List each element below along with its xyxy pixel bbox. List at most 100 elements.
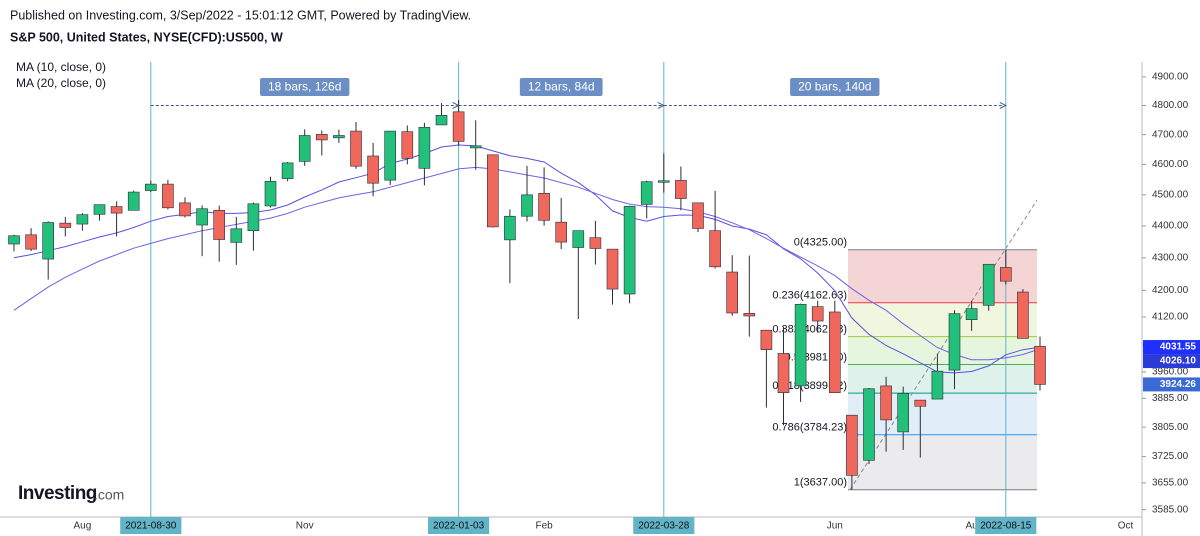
date-marker-box bbox=[975, 517, 1037, 534]
price-label-box bbox=[1143, 340, 1200, 355]
candle-body bbox=[93, 204, 106, 215]
date-marker-label: 2022-01-03 bbox=[433, 521, 485, 532]
candle-body bbox=[794, 303, 807, 387]
candle-body bbox=[230, 228, 243, 243]
candle-body bbox=[384, 130, 397, 181]
date-marker-box bbox=[120, 517, 182, 534]
fib-band bbox=[848, 302, 1037, 337]
candle-body bbox=[897, 393, 910, 433]
y-tick-label: 4900.00 bbox=[1152, 72, 1189, 83]
candle-body bbox=[504, 215, 516, 241]
candle-body bbox=[743, 313, 756, 317]
candle-body bbox=[692, 202, 704, 229]
candle-body bbox=[179, 202, 191, 217]
symbol-title: S&P 500, United States, NYSE(CFD):US500,… bbox=[10, 30, 283, 44]
candle-body bbox=[59, 222, 72, 228]
y-tick-label: 4600.00 bbox=[1152, 159, 1189, 170]
published-note: Published on Investing.com, 3/Sep/2022 -… bbox=[10, 8, 471, 22]
candle-body bbox=[555, 221, 568, 243]
legend-entry: MA (10, close, 0) bbox=[16, 60, 106, 74]
x-tick-label: Nov bbox=[296, 521, 314, 532]
candle-body bbox=[640, 181, 653, 205]
price-label: 3924.26 bbox=[1160, 379, 1197, 390]
price-label: 4026.10 bbox=[1160, 356, 1197, 367]
candle-body bbox=[264, 181, 277, 207]
legend-entry: MA (20, close, 0) bbox=[16, 76, 106, 90]
candle-body bbox=[623, 205, 636, 295]
date-marker-label: 2021-08-30 bbox=[125, 521, 177, 532]
candle-body bbox=[726, 271, 739, 314]
fib-level-label: 0.382(4062.18) bbox=[772, 323, 847, 335]
y-tick-label: 4400.00 bbox=[1152, 221, 1189, 232]
candle-body bbox=[521, 194, 533, 217]
candle-body bbox=[110, 206, 123, 214]
candle-body bbox=[8, 235, 20, 245]
candle-body bbox=[145, 183, 157, 191]
x-tick-label: Au bbox=[965, 521, 977, 532]
candle-body bbox=[982, 263, 995, 306]
candle-body bbox=[298, 135, 311, 162]
range-label-box bbox=[260, 78, 350, 96]
range-arrowhead bbox=[999, 102, 1007, 109]
candle-body bbox=[247, 203, 260, 231]
y-tick-label: 3805.00 bbox=[1152, 422, 1189, 433]
date-marker-label: 2022-03-28 bbox=[638, 521, 690, 532]
y-tick-label: 4700.00 bbox=[1152, 129, 1189, 140]
candle-body bbox=[333, 135, 345, 139]
candle-body bbox=[213, 210, 225, 240]
candle-body bbox=[606, 248, 619, 290]
y-tick-label: 4200.00 bbox=[1152, 285, 1189, 296]
date-marker-label: 2022-08-15 bbox=[980, 521, 1032, 532]
candle-body bbox=[999, 267, 1012, 282]
candle-body bbox=[863, 388, 875, 461]
y-tick-label: 4300.00 bbox=[1152, 252, 1189, 263]
candle-body bbox=[828, 311, 841, 393]
candle-body bbox=[777, 353, 790, 393]
candle-body bbox=[948, 313, 961, 371]
y-tick-label: 3960.00 bbox=[1152, 367, 1189, 378]
date-marker-box bbox=[633, 517, 695, 534]
price-label-box bbox=[1143, 377, 1200, 392]
fib-level-label: 0(4325.00) bbox=[794, 237, 847, 249]
candle-body bbox=[418, 126, 431, 169]
candle-body bbox=[315, 134, 328, 141]
candle-body bbox=[811, 306, 824, 322]
price-label-box bbox=[1143, 354, 1200, 369]
y-tick-label: 3725.00 bbox=[1152, 451, 1189, 462]
y-tick-label: 4500.00 bbox=[1152, 189, 1189, 200]
candle-body bbox=[435, 114, 448, 126]
x-tick-label: Aug bbox=[74, 521, 92, 532]
logo-name: Investing bbox=[18, 483, 97, 504]
candle-body bbox=[657, 180, 670, 183]
range-label: 20 bars, 140d bbox=[798, 80, 871, 94]
candle-body bbox=[25, 234, 37, 250]
fib-level-label: 0.786(3784.23) bbox=[772, 422, 847, 434]
candle-body bbox=[675, 180, 687, 199]
candle-body bbox=[914, 399, 927, 407]
candle-body bbox=[367, 155, 379, 184]
range-label-box bbox=[790, 78, 880, 96]
x-tick-label: Jun bbox=[827, 521, 843, 532]
range-label: 18 bars, 126d bbox=[268, 80, 341, 94]
candle-body bbox=[486, 154, 499, 228]
candle-body bbox=[76, 214, 89, 225]
candle-body bbox=[846, 414, 858, 476]
candle-body bbox=[589, 237, 602, 249]
fib-band bbox=[848, 434, 1037, 490]
y-tick-label: 3885.00 bbox=[1152, 393, 1189, 404]
candle-body bbox=[538, 192, 550, 221]
candle-body bbox=[162, 183, 174, 209]
logo-suffix: .com bbox=[94, 487, 124, 503]
candle-body bbox=[965, 308, 978, 321]
candle-body bbox=[281, 162, 294, 179]
candle-body bbox=[1034, 345, 1046, 385]
candle-body bbox=[196, 208, 208, 226]
candle-body bbox=[931, 370, 944, 400]
x-tick-label: Feb bbox=[535, 521, 553, 532]
candle-body bbox=[709, 230, 721, 268]
candle-body bbox=[469, 145, 482, 149]
candle-body bbox=[1017, 291, 1029, 339]
